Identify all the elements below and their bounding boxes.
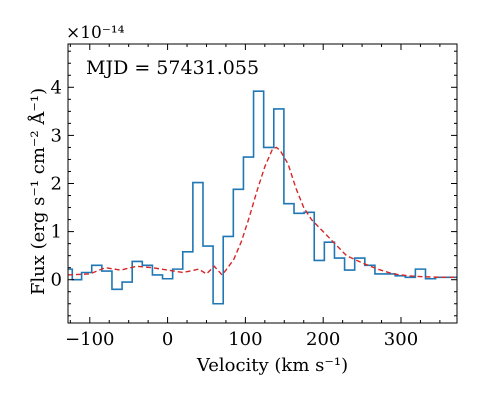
x-tick-label: 300	[384, 329, 418, 350]
x-tick-label: 200	[306, 329, 340, 350]
y-tick-label: 0	[51, 270, 62, 291]
x-tick-label: 100	[228, 329, 262, 350]
y-axis-label: Flux (erg s⁻¹ cm⁻² Å⁻¹)	[27, 88, 49, 295]
mjd-annotation: MJD = 57431.055	[86, 57, 259, 79]
y-tick-label: 4	[51, 77, 62, 98]
y-tick-label: 1	[51, 222, 62, 243]
observed-flux-step-line	[68, 90, 457, 305]
plot-frame	[67, 43, 458, 324]
y-axis-multiplier: ×10⁻¹⁴	[66, 23, 125, 43]
x-tick-label: 0	[162, 329, 173, 350]
model-fit-dashed-line	[68, 146, 457, 279]
y-tick-label: 2	[51, 174, 62, 195]
x-axis-label: Velocity (km s⁻¹)	[196, 355, 348, 376]
x-tick-label: −100	[65, 329, 114, 350]
y-tick-label: 3	[51, 125, 62, 146]
